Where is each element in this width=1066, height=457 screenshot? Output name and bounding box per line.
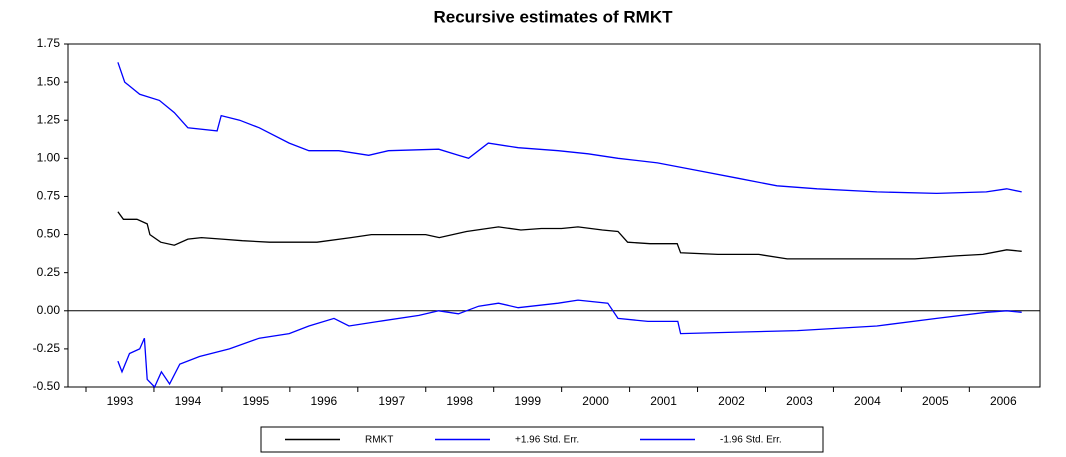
x-tick-label: 2004	[854, 394, 881, 408]
x-tick-label: 1996	[310, 394, 337, 408]
x-tick-label: 2002	[718, 394, 745, 408]
x-tick-label: 1998	[446, 394, 473, 408]
y-tick-label: 1.25	[37, 112, 61, 126]
y-tick-label: 1.75	[37, 36, 61, 50]
legend-box	[260, 426, 824, 453]
series-line	[117, 299, 1022, 389]
y-tick-label: -0.50	[33, 379, 61, 393]
y-tick-label: -0.25	[33, 341, 61, 355]
x-tick-label: 1993	[107, 394, 134, 408]
y-tick-label: 0.75	[37, 189, 61, 203]
plot-frame	[67, 43, 1041, 388]
x-tick-label: 1995	[243, 394, 270, 408]
series-line	[117, 62, 1022, 195]
y-tick-label: 0.50	[37, 227, 61, 241]
legend-label: RMKT	[365, 435, 393, 446]
x-tick-label: 2000	[582, 394, 609, 408]
chart-title: Recursive estimates of RMKT	[433, 7, 673, 26]
y-tick-label: 0.00	[37, 303, 61, 317]
legend-label: -1.96 Std. Err.	[720, 435, 782, 446]
y-tick-label: 0.25	[37, 265, 61, 279]
x-tick-label: 1997	[378, 394, 405, 408]
x-tick-label: 1994	[175, 394, 202, 408]
x-tick-label: 1999	[514, 394, 541, 408]
x-tick-label: 2001	[650, 394, 677, 408]
y-tick-label: 1.50	[37, 74, 61, 88]
y-tick-label: 1.00	[37, 151, 61, 165]
x-tick-label: 2006	[990, 394, 1017, 408]
series-line	[117, 211, 1022, 260]
legend-label: +1.96 Std. Err.	[515, 435, 579, 446]
x-tick-label: 2005	[922, 394, 949, 408]
x-tick-label: 2003	[786, 394, 813, 408]
